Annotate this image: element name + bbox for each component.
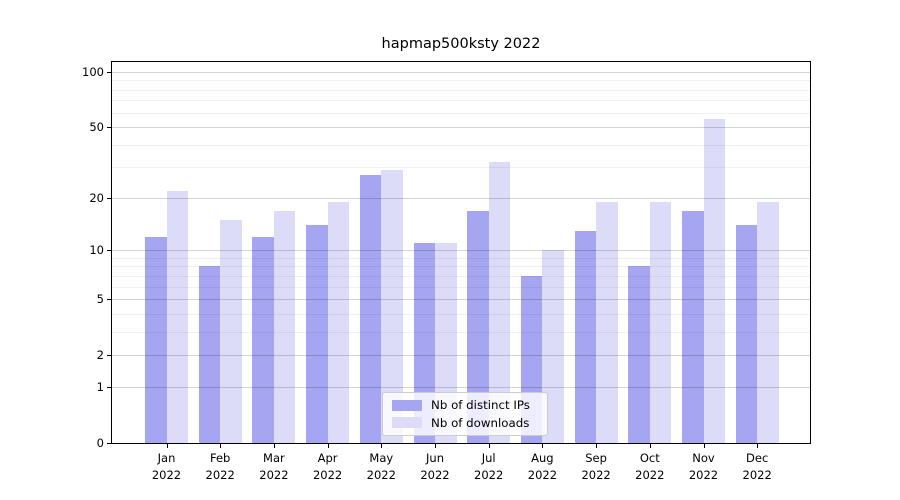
x-tick-label: Mar 2022 xyxy=(259,451,289,482)
x-tick-label: Jun 2022 xyxy=(420,451,450,482)
major-gridline xyxy=(112,126,810,128)
x-tick-label: Sep 2022 xyxy=(581,451,611,482)
bar-downloads-dec xyxy=(757,202,779,443)
x-tick-mark xyxy=(542,444,543,448)
x-tick-label: Oct 2022 xyxy=(635,451,665,482)
x-tick-mark xyxy=(167,444,168,448)
legend-label-downloads: Nb of downloads xyxy=(431,415,530,430)
minor-gridline xyxy=(112,80,810,82)
x-tick-label: Jul 2022 xyxy=(474,451,504,482)
major-gridline xyxy=(112,354,810,356)
y-tick-mark xyxy=(107,127,111,128)
bar-distinct-ips-feb xyxy=(198,266,221,443)
x-tick-mark xyxy=(220,444,221,448)
x-tick-label: Jan 2022 xyxy=(151,451,182,482)
x-tick-label: May 2022 xyxy=(366,451,396,482)
legend-label-distinct-ips: Nb of distinct IPs xyxy=(431,398,530,413)
grid-layer xyxy=(112,62,810,443)
bar-distinct-ips-oct xyxy=(628,266,650,443)
y-tick-mark xyxy=(107,198,111,199)
bar-downloads-jan xyxy=(166,191,188,443)
minor-gridline xyxy=(112,100,810,102)
x-tick-mark xyxy=(435,444,436,448)
x-tick-label: Aug 2022 xyxy=(527,451,558,482)
major-gridline xyxy=(112,72,810,73)
x-tick-label: Nov 2022 xyxy=(688,451,719,482)
x-tick-mark xyxy=(757,444,758,448)
bar-distinct-ips-may xyxy=(359,175,382,443)
x-tick-mark xyxy=(328,444,329,448)
x-tick-mark xyxy=(596,444,597,448)
major-gridline xyxy=(112,299,810,300)
x-tick-mark xyxy=(274,444,275,448)
minor-gridline xyxy=(112,331,810,333)
bar-distinct-ips-nov xyxy=(682,210,704,443)
bar-downloads-feb xyxy=(220,220,242,443)
legend: Nb of distinct IPs Nb of downloads xyxy=(382,392,548,436)
bar-distinct-ips-mar xyxy=(252,236,274,443)
y-tick-label: 10 xyxy=(89,243,104,258)
bars-layer xyxy=(112,62,810,443)
minor-gridline xyxy=(112,313,810,315)
y-tick-label: 50 xyxy=(89,119,104,134)
x-tick-mark xyxy=(489,444,490,448)
bar-distinct-ips-jul xyxy=(467,210,489,443)
y-tick-label: 0 xyxy=(96,436,104,450)
legend-row: Nb of downloads xyxy=(392,416,538,430)
bar-distinct-ips-dec xyxy=(735,225,758,443)
y-tick-label: 100 xyxy=(82,65,104,79)
minor-gridline xyxy=(112,257,810,259)
bar-downloads-apr xyxy=(327,202,350,443)
minor-gridline xyxy=(112,144,810,146)
x-tick-label: Dec 2022 xyxy=(742,451,772,482)
y-tick-mark xyxy=(107,299,111,300)
y-tick-label: 5 xyxy=(96,292,104,306)
legend-row: Nb of distinct IPs xyxy=(392,398,538,412)
bar-distinct-ips-apr xyxy=(306,225,328,443)
y-tick-label: 20 xyxy=(89,191,104,206)
minor-gridline xyxy=(112,286,810,288)
y-tick-mark xyxy=(107,387,111,388)
major-gridline xyxy=(112,198,810,200)
bar-downloads-nov xyxy=(703,119,725,443)
x-tick-mark xyxy=(381,444,382,448)
chart-title: hapmap500ksty 2022 xyxy=(381,36,541,52)
major-gridline xyxy=(112,387,810,389)
bar-downloads-may xyxy=(381,169,403,443)
minor-gridline xyxy=(112,89,810,91)
x-tick-label: Feb 2022 xyxy=(205,451,235,482)
y-tick-label: 2 xyxy=(96,347,104,362)
bar-downloads-mar xyxy=(273,210,296,443)
plot-area: Nb of distinct IPs Nb of downloads xyxy=(111,61,811,444)
bar-downloads-sep xyxy=(596,202,618,443)
y-tick-mark xyxy=(107,72,111,73)
minor-gridline xyxy=(112,266,810,268)
y-tick-label: 1 xyxy=(96,380,104,395)
legend-swatch-distinct-ips xyxy=(392,399,422,411)
minor-gridline xyxy=(112,112,810,114)
y-tick-mark xyxy=(107,443,111,444)
bar-distinct-ips-jan xyxy=(145,236,167,443)
bar-downloads-oct xyxy=(649,202,672,443)
y-tick-mark xyxy=(107,355,111,356)
legend-swatch-downloads xyxy=(392,417,422,429)
y-tick-mark xyxy=(107,250,111,251)
minor-gridline xyxy=(112,275,810,277)
major-gridline xyxy=(112,250,810,252)
bar-distinct-ips-sep xyxy=(574,230,597,443)
minor-gridline xyxy=(112,167,810,168)
bar-downloads-jul xyxy=(488,161,511,443)
x-tick-mark xyxy=(650,444,651,448)
x-tick-mark xyxy=(704,444,705,448)
x-tick-label: Apr 2022 xyxy=(312,451,343,482)
